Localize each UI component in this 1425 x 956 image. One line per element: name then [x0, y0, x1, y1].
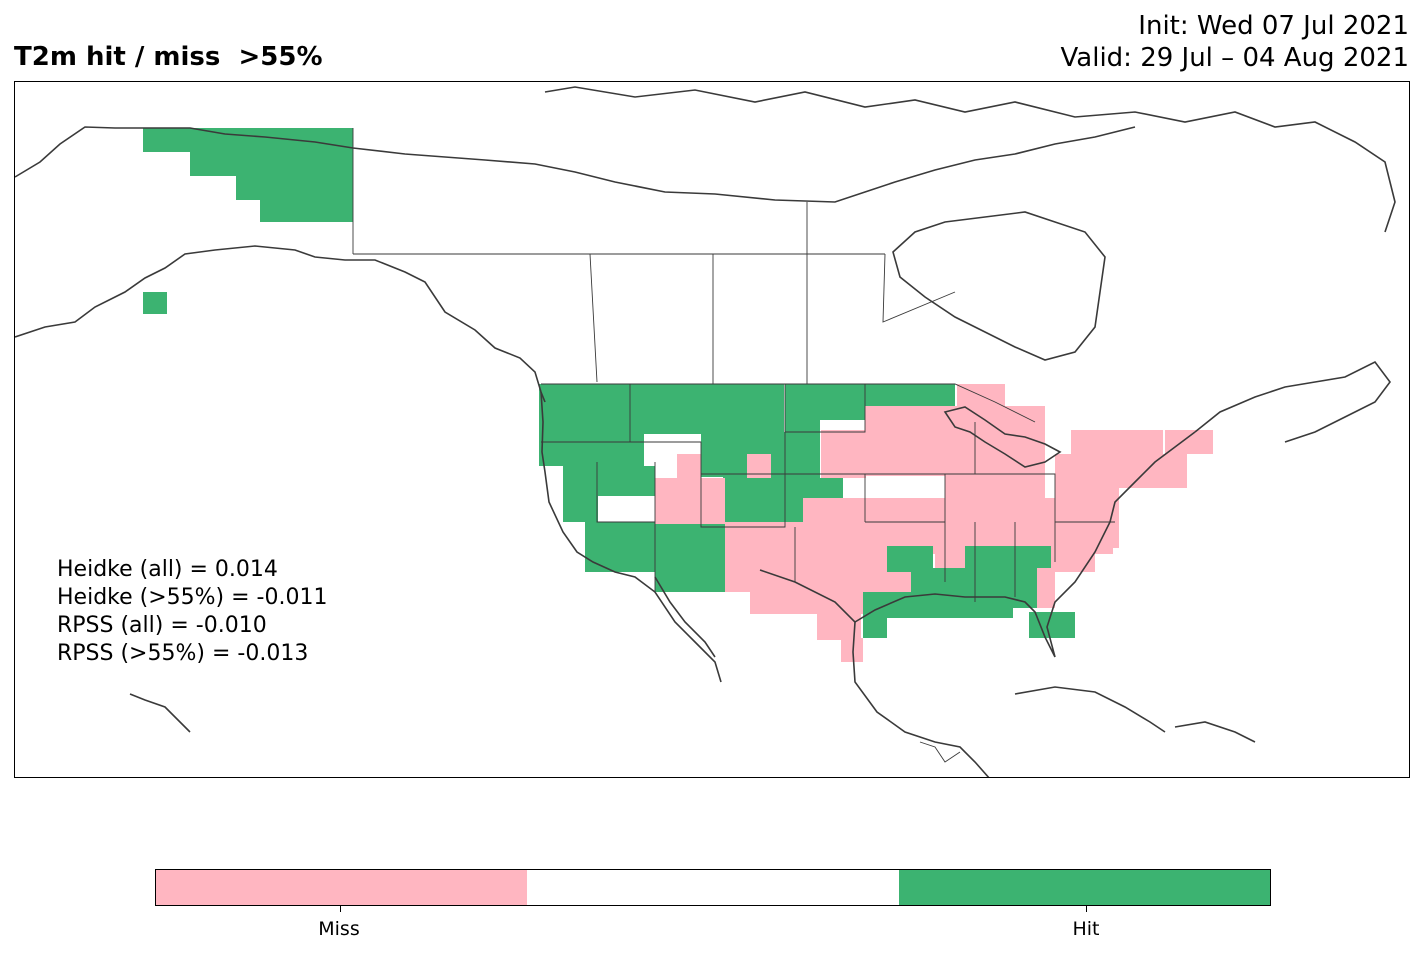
coastlines — [15, 86, 1396, 777]
hawaii — [129, 693, 191, 733]
valid-range: Valid: 29 Jul – 04 Aug 2021 — [1060, 43, 1409, 73]
hit-cell — [260, 200, 353, 222]
cuba — [1014, 686, 1166, 733]
map-title: T2m hit / miss >55% — [14, 42, 323, 72]
colorbar-neutral — [527, 870, 899, 905]
colorbar-label-hit: Hit — [1072, 918, 1100, 940]
atlantic-north — [1194, 360, 1391, 443]
hit-cell — [539, 384, 644, 466]
hit-cell — [701, 432, 786, 477]
alaska-southwest — [15, 245, 546, 403]
miss-cell — [677, 454, 701, 478]
canada-us-border — [541, 383, 1036, 423]
colorbar — [155, 869, 1271, 906]
baja — [654, 576, 716, 658]
hit-cell — [190, 152, 353, 176]
arctic-islands — [544, 86, 1396, 233]
great-lakes — [943, 406, 1062, 468]
hudson-bay — [892, 211, 1106, 361]
colorbar-miss — [156, 870, 528, 905]
us-states-east — [945, 422, 1115, 602]
map-canvas — [15, 86, 1396, 777]
hit-cell — [723, 477, 803, 525]
hit-cell — [785, 420, 820, 480]
hispaniola — [1174, 721, 1256, 743]
skill-scores: Heidke (all) = 0.014 Heidke (>55%) = -0.… — [57, 556, 327, 668]
canada-provinces — [353, 202, 956, 384]
hit-cell — [598, 466, 655, 496]
colorbar-hit — [898, 870, 1270, 905]
colorbar-tick-hit — [1086, 906, 1087, 912]
miss-cell — [821, 430, 866, 478]
map-panel — [14, 81, 1410, 778]
alaska-coast — [15, 126, 1136, 203]
gulf-coast — [759, 569, 990, 777]
heidke-55: Heidke (>55%) = -0.011 — [57, 585, 328, 610]
us-states-west — [541, 384, 786, 592]
hit-cell — [236, 176, 353, 200]
pacific-coast — [540, 391, 722, 683]
hit-cell — [644, 384, 784, 434]
hit-cell — [803, 478, 843, 498]
rpss-all: RPSS (all) = -0.010 — [57, 613, 267, 638]
miss-cell — [1165, 430, 1213, 454]
borders — [352, 128, 1115, 763]
rpss-55: RPSS (>55%) = -0.013 — [57, 641, 309, 666]
hit-cell — [887, 546, 933, 572]
miss-cell — [865, 406, 945, 476]
init-date: Init: Wed 07 Jul 2021 — [1138, 11, 1409, 41]
hit-cell — [965, 546, 1051, 568]
hit-cell — [143, 292, 167, 314]
us-states-central — [785, 384, 946, 582]
miss-cell — [655, 478, 725, 524]
hit-cell — [863, 614, 887, 638]
miss-cell — [1055, 488, 1119, 548]
colorbar-label-miss: Miss — [318, 918, 360, 940]
colorbar-tick-miss — [340, 906, 341, 912]
forecast-grid — [143, 128, 1213, 662]
hit-cell — [143, 128, 353, 152]
miss-cell — [1055, 454, 1187, 488]
hit-cell — [585, 522, 655, 572]
miss-cell — [841, 638, 863, 662]
hit-cell — [563, 466, 598, 522]
date-info: Init: Wed 07 Jul 2021 Valid: 29 Jul – 04… — [1061, 10, 1409, 74]
heidke-all: Heidke (all) = 0.014 — [57, 557, 278, 582]
gulf-north — [854, 431, 1196, 658]
mexico-central-border — [919, 741, 961, 763]
